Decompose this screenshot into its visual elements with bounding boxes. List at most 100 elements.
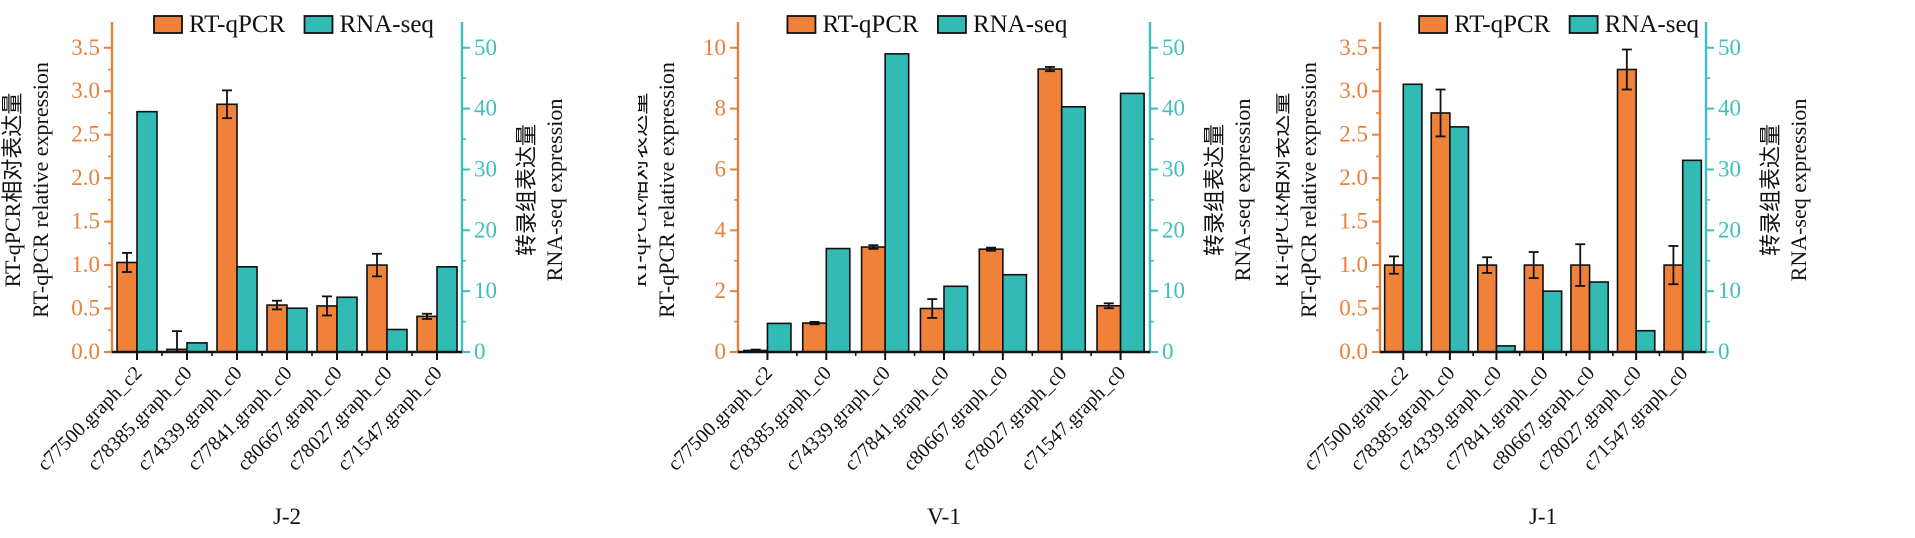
error-bar [986,246,997,252]
x-tick-label: c77500.graph_c2 [664,362,777,475]
bar-rnaseq [1449,126,1470,353]
left-axis-tick-label: 3.5 [1339,35,1368,60]
left-axis-tick-label: 0 [715,339,727,364]
left-axis-tick-label: 3.0 [71,78,100,103]
left-axis-tick-label: 3.5 [71,35,100,60]
right-axis-title-en: RNA-seq expression [1230,99,1255,282]
left-axis-tick-label: 1.5 [1339,209,1368,234]
x-tick-label: c80667.graph_c0 [899,362,1012,475]
bar-rtqpcr [1616,68,1637,353]
right-axis-tick-label: 50 [474,35,497,60]
error-bar [122,252,132,273]
error-bar [1103,302,1114,310]
legend-swatch-rt-qpcr [1418,15,1449,34]
left-axis-tick-label: 2.5 [71,122,100,147]
x-tick-label: c74339.graph_c0 [781,362,894,475]
bar-rtqpcr [1096,304,1122,353]
x-tick-label: c77841.graph_c0 [840,362,953,475]
bar-rtqpcr [416,315,438,353]
right-axis-tick-label: 0 [1162,339,1174,364]
error-bar [927,298,938,319]
bar-rnaseq [825,247,851,353]
left-axis-tick-label: 2.5 [1339,122,1368,147]
error-bar [809,320,820,326]
chart-panel-v1: 0 2 4 6 8 10 0 10 20 30 40 50 c77500.graph_c2 c78385.… [638,0,1276,538]
chart-panel-j1: 0.0 0.5 1.0 1.5 2.0 2.5 3.0 3.5 0 10 20 30 40 50 c7750… [1276,0,1914,538]
right-axis-tick-label: 20 [1162,217,1185,242]
right-axis-title-zh: 转录组表达量 [514,124,539,256]
right-axis-tick-label: 10 [474,278,497,303]
chart-panel-j2: 0.0 0.5 1.0 1.5 2.0 2.5 3.0 3.5 0 10 20 30 40 50 c7750… [0,0,638,538]
bar-rtqpcr [1037,68,1063,353]
error-bar [1482,256,1493,274]
bar-rtqpcr [366,264,388,353]
panel-title: J-1 [1529,504,1557,529]
bar-rnaseq [1119,92,1145,353]
left-axis-tick-label: 1.0 [1339,252,1368,277]
error-bar [1388,255,1399,275]
right-axis-tick-label: 40 [1162,96,1185,121]
bar-rnaseq [136,110,158,353]
panel-title: V-1 [927,504,961,529]
bar-rtqpcr [1383,264,1405,353]
bar-rnaseq [1060,105,1087,353]
error-bar [868,244,879,250]
error-bar [222,89,232,120]
bar-rnaseq [436,266,458,353]
bar-rnaseq [1681,159,1703,353]
error-bar [1044,66,1055,73]
left-axis-tick-label: 1.5 [71,209,100,234]
x-tick-label: c78027.graph_c0 [958,362,1071,475]
left-axis-tick-label: 10 [703,35,726,60]
bar-rtqpcr [266,304,288,353]
bar-rnaseq [286,307,308,353]
left-axis-tick-label: 8 [715,96,727,121]
left-axis-tick-label: 0.5 [1339,296,1368,321]
bar-rnaseq [236,266,258,353]
bar-rnaseq [336,296,358,353]
legend-label: RT-qPCR [822,11,919,38]
x-tick-label: c78385.graph_c0 [722,362,835,475]
x-tick-label: c71547.graph_c0 [1017,362,1130,475]
right-axis-tick-label: 20 [1718,217,1741,242]
bar-rnaseq [766,322,792,353]
error-bar [1668,245,1679,286]
panel-title: J-2 [273,504,301,529]
left-axis-title-zh: RT-qPCR相对表达量 [638,93,651,288]
right-axis-tick-label: 40 [474,96,497,121]
legend-swatch-rna-seq [937,15,967,34]
error-bar [1435,88,1446,138]
legend-swatch-rt-qpcr [153,15,183,34]
legend-label: RT-qPCR [189,11,286,38]
left-axis-tick-label: 2.0 [71,165,100,190]
legend-swatch-rna-seq [303,15,334,34]
bar-rnaseq [1002,273,1028,353]
error-bar [1575,243,1586,287]
legend-swatch-rt-qpcr [786,15,817,34]
bar-rnaseq [884,53,910,353]
right-axis-tick-label: 0 [1718,339,1730,364]
left-axis-tick-label: 2 [715,278,727,303]
right-axis-title-zh: 转录组表达量 [1202,124,1227,256]
left-axis-tick-label: 0.0 [1339,339,1368,364]
bar-rnaseq [1402,83,1423,353]
right-axis-title-en: RNA-seq expression [1786,99,1811,282]
right-axis-tick-label: 50 [1162,35,1185,60]
right-axis-tick-label: 40 [1718,96,1741,121]
bar-rtqpcr [116,261,138,353]
error-bar [1528,251,1539,280]
left-axis-tick-label: 3.0 [1339,78,1368,103]
right-axis-tick-label: 30 [474,156,497,181]
left-axis-title-en: RT-qPCR relative expression [654,62,679,318]
left-axis-tick-label: 4 [715,217,727,242]
error-bar [272,299,282,311]
left-axis-tick-label: 1.0 [71,252,100,277]
right-axis-title-zh: 转录组表达量 [1758,124,1783,256]
right-axis-tick-label: 50 [1718,35,1741,60]
right-axis-tick-label: 10 [1718,278,1741,303]
legend-label: RT-qPCR [1454,11,1551,38]
bar-rtqpcr [801,322,828,353]
bar-chart-V-1: 0 2 4 6 8 10 0 10 20 30 40 50 c77500.graph_c2c78385.… [638,11,1255,529]
bar-rnaseq [1542,290,1563,353]
